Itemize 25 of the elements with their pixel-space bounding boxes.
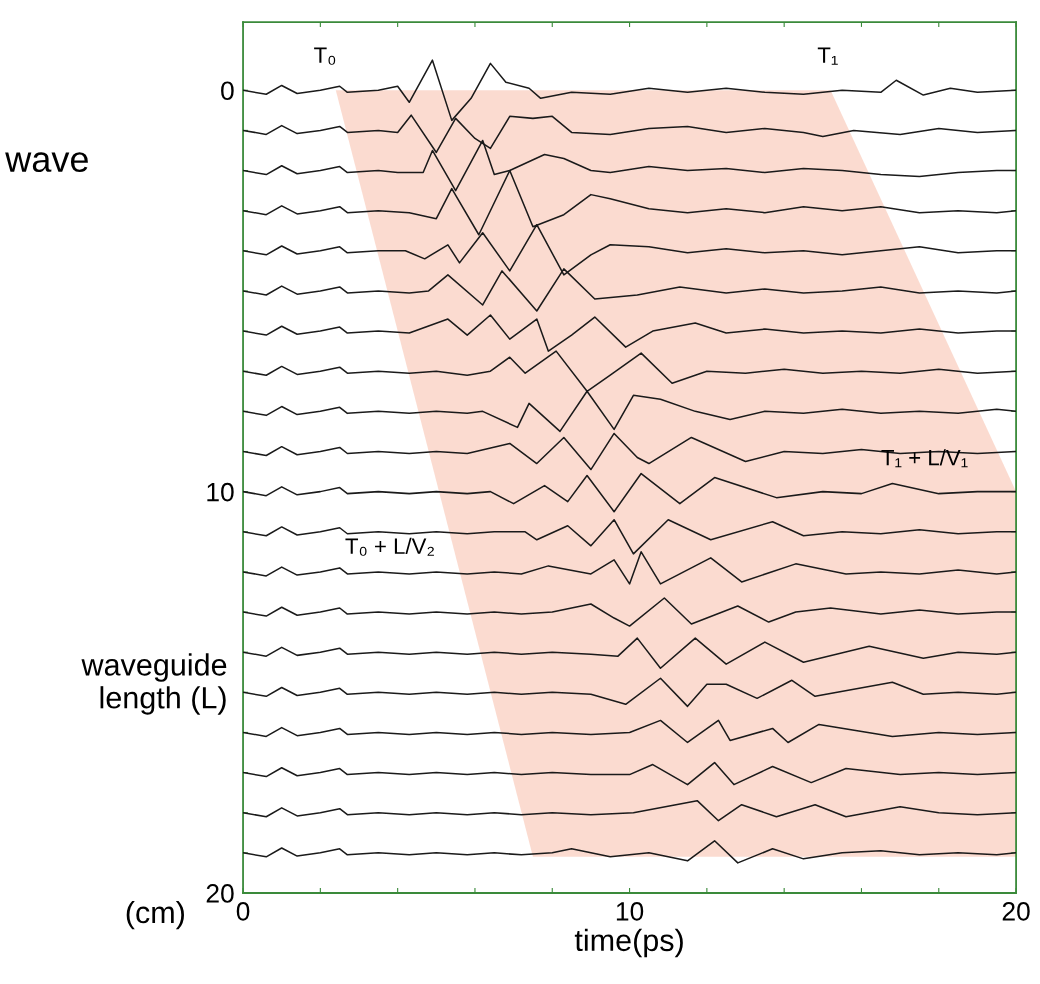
y-tick-label: 20 bbox=[206, 884, 234, 903]
line-series bbox=[243, 677, 1017, 708]
line-series bbox=[243, 799, 1017, 822]
line-series bbox=[243, 840, 1017, 864]
text: (cm) bbox=[126, 900, 184, 930]
line-series bbox=[243, 314, 1017, 352]
x-tick-label: 0 bbox=[236, 902, 250, 921]
y-axis-title: waveguide length (L) bbox=[81, 653, 227, 715]
annotation: T₀ + L/V₂ bbox=[345, 537, 434, 556]
line-series bbox=[243, 597, 1017, 627]
x-tick-label: 20 bbox=[1002, 902, 1030, 921]
annotation: T₀ bbox=[314, 47, 336, 65]
line-series bbox=[243, 472, 1017, 513]
y-tick-label: 10 bbox=[207, 482, 234, 502]
line-series bbox=[243, 518, 1017, 555]
line-series bbox=[243, 637, 1017, 669]
x-axis-title: time(ps) bbox=[574, 928, 683, 958]
annotation: T₁ bbox=[817, 47, 838, 65]
x-tick-label: 10 bbox=[616, 902, 644, 921]
line-series bbox=[243, 719, 1017, 744]
y-tick-label: 0 bbox=[221, 81, 234, 101]
annotation: T₁ + L/V₁ bbox=[881, 449, 968, 468]
line-series bbox=[243, 432, 1017, 471]
text: wave bbox=[5, 152, 88, 173]
line-series bbox=[243, 761, 1017, 786]
